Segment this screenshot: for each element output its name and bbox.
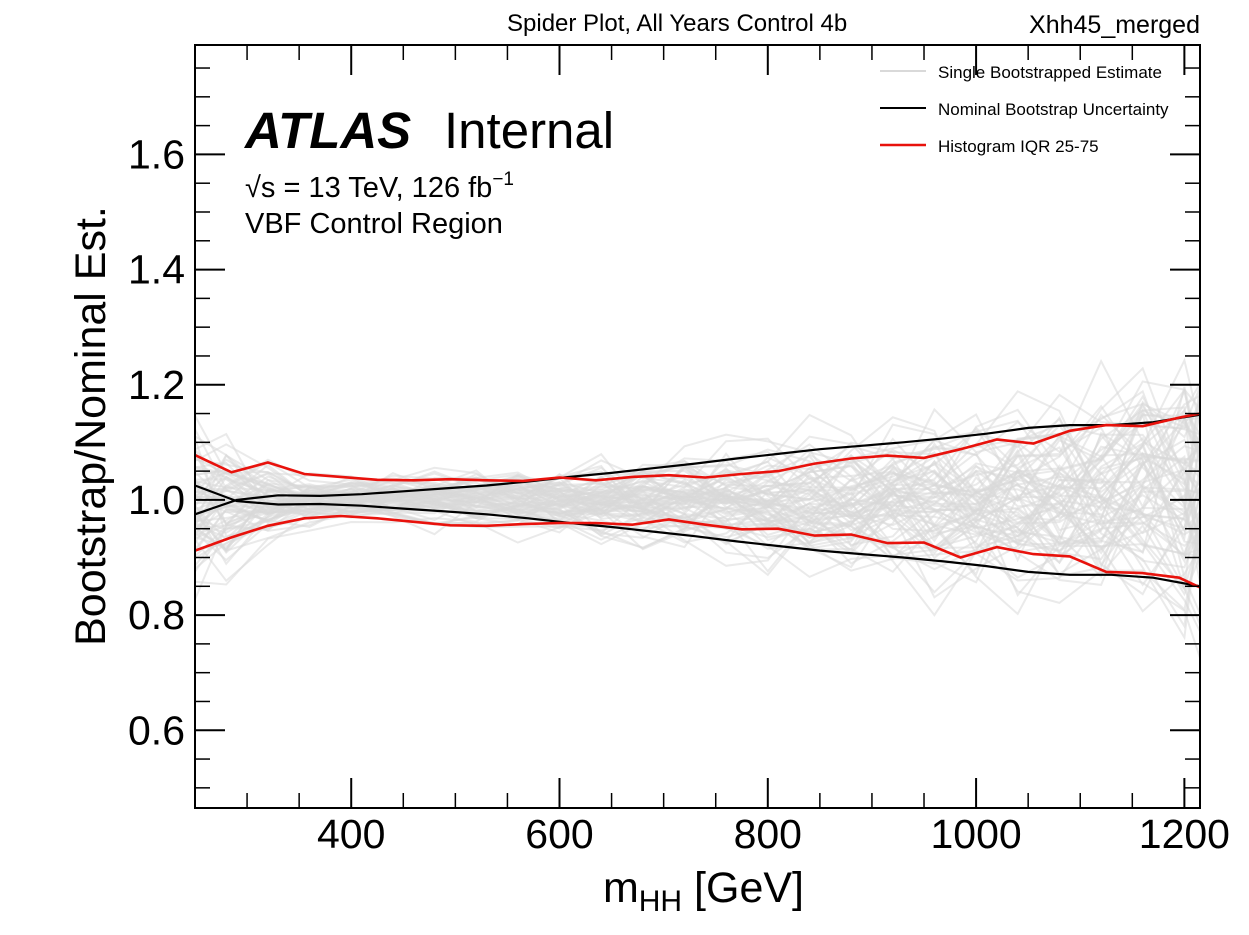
legend-label-bootstrap: Single Bootstrapped Estimate (938, 63, 1162, 82)
axis-tick-labels: 400 600 800 1000 1200 0.6 0.8 1.0 1.2 1.4 1.6 (128, 131, 1230, 857)
y-axis-title: Bootstrap/Nominal Est. (67, 206, 115, 646)
nominal-uncertainty-line-lower (195, 484, 1200, 588)
nominal-uncertainty-line-upper (195, 413, 1200, 516)
legend-label-nominal: Nominal Bootstrap Uncertainty (938, 100, 1169, 119)
bootstrap-estimate-line (195, 444, 1200, 549)
iqr-line-upper (195, 412, 1200, 483)
y-tick-label: 1.0 (128, 477, 185, 523)
y-tick-label: 1.2 (128, 362, 185, 408)
atlas-brand: ATLAS (243, 102, 411, 159)
bootstrap-estimate-line (195, 387, 1200, 555)
sample-tag: Xhh45_merged (1029, 11, 1200, 39)
bootstrap-estimate-line (195, 383, 1200, 525)
x-tick-label: 800 (734, 811, 802, 857)
y-tick-label: 0.8 (128, 592, 185, 638)
plot-title: Spider Plot, All Years Control 4b (507, 10, 847, 37)
x-tick-label: 1200 (1139, 811, 1230, 857)
region-label: VBF Control Region (245, 208, 503, 240)
energy-text: = 13 TeV, 126 fb (275, 172, 492, 204)
x-tick-label: 1000 (930, 811, 1021, 857)
y-tick-label: 0.6 (128, 707, 185, 753)
plot-area: 400 600 800 1000 1200 0.6 0.8 1.0 1.2 1.4 1.6 (128, 44, 1230, 857)
legend: Single Bootstrapped Estimate Nominal Boo… (880, 63, 1169, 156)
legend-label-iqr: Histogram IQR 25-75 (938, 137, 1099, 156)
plot-frame (194, 44, 1201, 809)
x-axis-title-main: m (603, 864, 639, 912)
lumi-exponent: −1 (492, 169, 514, 190)
energy-lumi: √s = 13 TeV, 126 fb−1 (245, 169, 514, 204)
series-lines (195, 412, 1200, 589)
axis-ticks (195, 45, 1200, 808)
bootstrap-estimate-line (195, 386, 1200, 600)
bootstrap-estimate-line (195, 466, 1200, 544)
sqrt-s: √s (245, 172, 275, 204)
x-tick-label: 600 (525, 811, 593, 857)
y-tick-label: 1.4 (128, 247, 185, 293)
x-tick-label: 400 (317, 811, 385, 857)
x-axis-title-sub: HH (639, 885, 682, 918)
bootstrap-estimate-line (195, 454, 1200, 617)
x-axis-title: mHH [GeV] (603, 864, 804, 918)
y-tick-label: 1.6 (128, 131, 185, 177)
atlas-status: Internal (444, 102, 614, 159)
x-axis-title-unit: [GeV] (682, 864, 804, 912)
bootstrap-estimate-line (195, 473, 1200, 549)
bootstrap-estimates (195, 357, 1200, 659)
iqr-line-lower (195, 514, 1200, 589)
